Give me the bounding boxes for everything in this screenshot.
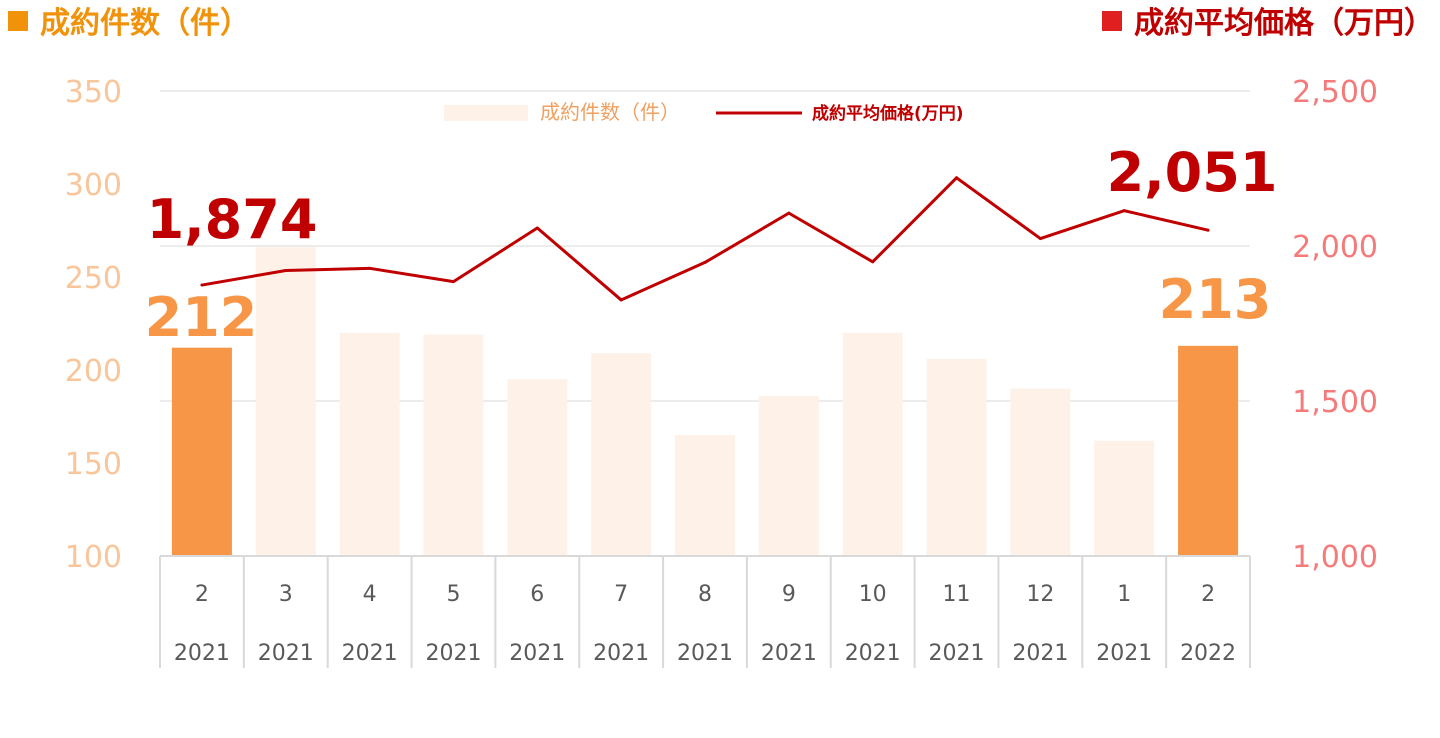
bar xyxy=(926,358,987,556)
x-tick-year: 2021 xyxy=(174,641,230,666)
bar-series xyxy=(171,247,1239,557)
x-tick-year: 2021 xyxy=(1012,641,1068,666)
line-first-callout: 1,874 xyxy=(147,188,318,251)
bar xyxy=(591,353,652,556)
x-tick-year: 2021 xyxy=(509,641,565,666)
callouts: 1,874 2,051 212 213 xyxy=(145,141,1278,349)
line-last-callout: 2,051 xyxy=(1107,141,1278,204)
gridlines xyxy=(160,90,1250,402)
x-tick-month: 4 xyxy=(363,582,377,607)
line-point xyxy=(200,283,204,287)
legend: 成約件数（件） 成約平均価格(万円) xyxy=(444,100,964,124)
x-tick-year: 2021 xyxy=(593,641,649,666)
x-tick-year: 2021 xyxy=(425,641,481,666)
right-tick-label: 1,500 xyxy=(1292,385,1378,420)
x-tick-month: 10 xyxy=(859,582,887,607)
x-tick-month: 1 xyxy=(1117,582,1131,607)
left-tick-label: 200 xyxy=(65,354,122,389)
bar xyxy=(1094,440,1155,556)
line-point xyxy=(871,260,875,264)
line-point xyxy=(535,226,539,230)
right-tick-label: 2,000 xyxy=(1292,230,1378,265)
right-axis-title-text: 成約平均価格（万円） xyxy=(1134,6,1434,41)
bar xyxy=(339,332,400,556)
x-tick-month: 9 xyxy=(782,582,796,607)
bar xyxy=(1178,345,1239,556)
left-tick-label: 350 xyxy=(65,75,122,110)
bar-last-callout: 213 xyxy=(1159,268,1272,331)
x-tick-month: 8 xyxy=(698,582,712,607)
x-tick-year: 2021 xyxy=(761,641,817,666)
x-tick-year: 2022 xyxy=(1180,641,1236,666)
x-axis: 2 2021 3 2021 4 2021 5 2021 6 2021 7 2021 8 2021 9 2021… xyxy=(159,555,1251,668)
x-tick-year: 2021 xyxy=(845,641,901,666)
bar xyxy=(507,379,568,556)
line-point xyxy=(451,280,455,284)
left-tick-label: 100 xyxy=(65,540,122,575)
left-tick-label: 250 xyxy=(65,261,122,296)
x-tick-month: 3 xyxy=(279,582,293,607)
x-tick-month: 6 xyxy=(530,582,544,607)
legend-bar-label: 成約件数（件） xyxy=(540,100,680,124)
bar-first-callout: 212 xyxy=(145,286,258,349)
series-line xyxy=(201,176,1209,302)
x-tick-month: 2 xyxy=(195,582,209,607)
line-point xyxy=(1038,237,1042,241)
x-tick-month: 11 xyxy=(943,582,971,607)
legend-line-label: 成約平均価格(万円) xyxy=(812,103,964,124)
right-tick-label: 2,500 xyxy=(1292,75,1378,110)
bar xyxy=(758,396,819,556)
right-axis-title: 成約平均価格（万円） xyxy=(1102,4,1434,44)
orange-square-icon xyxy=(8,11,28,31)
left-axis-title-text: 成約件数（件） xyxy=(40,6,250,41)
line-point xyxy=(955,176,959,180)
right-axis: 1,000 1,500 2,000 2,500 xyxy=(1292,75,1378,575)
bar xyxy=(675,435,735,556)
bar xyxy=(171,347,232,556)
bar xyxy=(1010,388,1071,556)
line-point xyxy=(1206,228,1210,232)
left-tick-label: 300 xyxy=(65,168,122,203)
x-tick-year: 2021 xyxy=(258,641,314,666)
x-tick-year: 2021 xyxy=(1096,641,1152,666)
bar xyxy=(423,334,484,556)
red-square-icon xyxy=(1102,11,1122,31)
left-axis-title: 成約件数（件） xyxy=(8,4,250,44)
line-point xyxy=(1122,209,1126,213)
x-tick-year: 2021 xyxy=(677,641,733,666)
x-tick-month: 12 xyxy=(1026,582,1054,607)
line-point xyxy=(284,268,288,272)
line-point xyxy=(787,211,791,215)
bar xyxy=(255,247,316,557)
x-tick-month: 7 xyxy=(614,582,628,607)
left-tick-label: 150 xyxy=(65,447,122,482)
x-tick-year: 2021 xyxy=(342,641,398,666)
x-tick-month: 5 xyxy=(446,582,460,607)
right-tick-label: 1,000 xyxy=(1292,540,1378,575)
legend-bar-swatch xyxy=(444,105,528,121)
line-series xyxy=(200,176,1210,302)
left-axis: 100 150 200 250 300 350 xyxy=(65,75,122,575)
line-point xyxy=(703,260,707,264)
x-tick-year: 2021 xyxy=(929,641,985,666)
x-tick-month: 2 xyxy=(1201,582,1215,607)
line-point xyxy=(619,298,623,302)
bar xyxy=(842,332,903,556)
line-point xyxy=(368,266,372,270)
